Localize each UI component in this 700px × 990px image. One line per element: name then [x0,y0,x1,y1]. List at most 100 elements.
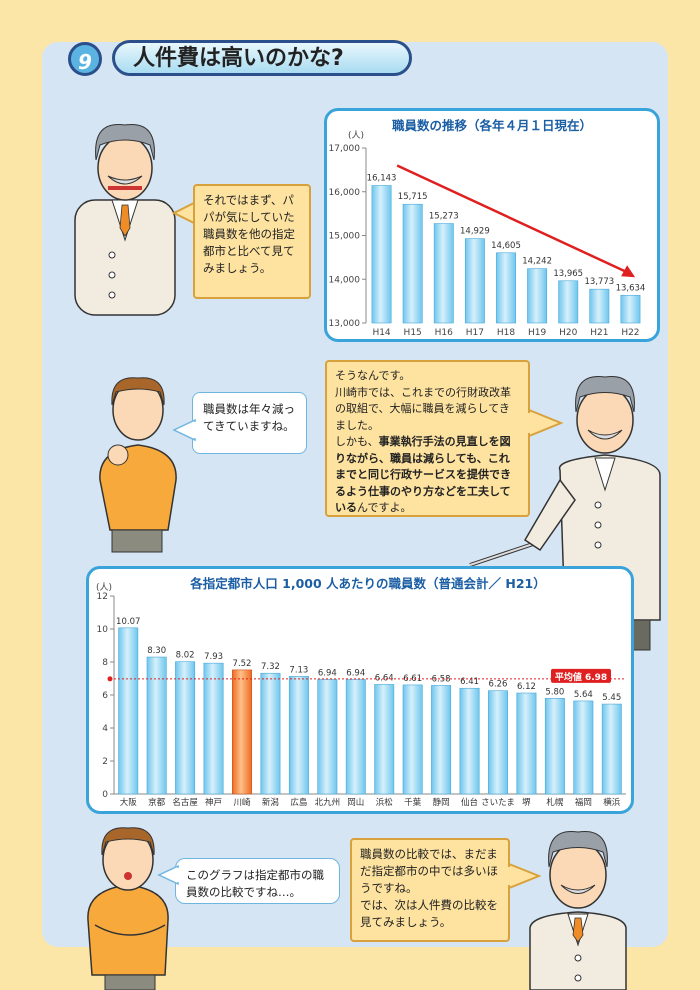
data-label: 8.30 [147,646,166,656]
x-tick-label: H17 [466,328,484,338]
bar [402,684,423,795]
x-tick-label: 千葉 [404,797,422,808]
dad-illustration-3 [529,830,627,990]
data-label: 6.58 [432,674,451,684]
x-tick-label: H19 [528,328,546,338]
boy-illustration-2 [87,827,169,990]
bar [601,703,622,795]
average-label: 平均値 6.98 [555,671,607,683]
x-tick-label: H18 [497,328,515,338]
x-tick-label: 大阪 [120,797,138,808]
x-tick-label: 川崎 [233,797,251,808]
data-label: 7.13 [289,665,308,675]
y-tick-label: 8 [102,658,108,668]
bubble-tail-boy1 [172,418,196,442]
data-label: 14,242 [522,257,552,267]
x-tick-label: H16 [435,328,453,338]
data-label: 5.64 [574,690,593,700]
data-label: 15,715 [398,192,428,202]
section-number-badge: 9 [68,42,102,76]
data-label: 6.61 [403,674,422,684]
data-label: 6.12 [517,682,536,692]
bubble-tail-dad3 [507,862,541,890]
bar [527,268,548,324]
bar [589,288,610,324]
speech-bubble-dad-2: そうなんです。 川崎市では、これまでの行財政改革の取組で、大幅に職員を減らしてき… [325,360,530,517]
y-tick-label: 12 [97,592,108,602]
x-tick-label: 広島 [290,797,308,808]
data-label: 13,634 [616,283,646,293]
bar [203,662,224,795]
speech-bubble-dad-3: 職員数の比較では、まだまだ指定都市の中では多いほうですね。 では、次は人件費の比… [350,838,510,942]
average-badge [551,668,611,683]
x-tick-label: H14 [372,328,390,338]
bar [260,672,281,795]
speech-bubble-boy-2: このグラフは指定都市の職員数の比較ですね…。 [175,858,340,904]
data-label: 5.45 [602,693,621,703]
data-label: 8.02 [176,651,195,661]
x-tick-label: 札幌 [546,797,564,808]
data-label: 6.26 [489,680,508,690]
x-tick-label: H20 [559,328,577,338]
data-label: 7.32 [261,662,280,672]
x-tick-label: H15 [404,328,422,338]
trend-arrow [396,164,628,274]
average-marker [107,676,113,682]
bar [371,185,392,324]
page-title: 人件費は高いのかな? [112,40,412,76]
y-tick-label: 14,000 [329,275,361,285]
dad2-text-bold: 事業執行手法の見直しを図りながら、職員は減らしても、これまでと同じ行政サービスを… [335,435,511,514]
bar [620,294,641,324]
bar [516,692,537,795]
chart-staff-per-1000: 各指定都市人口 1,000 人あたりの職員数（普通会計／ H21） (人) 0 2 4 6… [96,576,626,808]
data-label: 13,965 [553,269,583,279]
dad2-text-pre: そうなんです。 川崎市では、これまでの行財政改革の取組で、大幅に職員を減らしてき… [335,369,511,448]
bar [573,700,594,795]
x-tick-label: 名古屋 [172,797,198,808]
x-tick-label: 福岡 [575,797,592,808]
data-label: 13,773 [584,277,614,287]
y-tick-label: 13,000 [329,319,361,329]
bar [146,656,167,795]
dad2-text-post: んですよ。 [357,501,412,514]
speech-bubble-dad-1: それではまず、パパが気にしていた職員数を他の指定都市と比べて見てみましょう。 [193,184,311,299]
x-tick-label: 静岡 [433,797,450,808]
x-tick-label: 横浜 [603,797,621,808]
bubble-tail-boy2 [157,864,179,886]
x-tick-label: 岡山 [347,797,364,808]
y-tick-label: 0 [102,790,108,800]
x-tick-label: H22 [621,328,639,338]
chart-title: 各指定都市人口 1,000 人あたりの職員数（普通会計／ H21） [189,576,545,591]
x-tick-label: 北九州 [315,798,341,808]
data-label: 6.64 [375,673,394,683]
speech-bubble-boy-1: 職員数は年々減ってきていますね。 [192,392,307,454]
bar [288,676,309,795]
y-tick-label: 15,000 [329,232,361,242]
data-label: 14,929 [460,227,490,237]
bar [544,698,565,795]
y-tick-label: 2 [102,757,108,767]
x-tick-label: 浜松 [376,797,394,808]
bar [433,223,454,324]
bar [496,252,516,324]
data-label: 7.93 [204,652,223,662]
x-tick-label: 京都 [148,797,166,808]
data-label: 6.94 [346,668,365,678]
x-tick-label: 仙台 [461,797,478,808]
data-label: 5.80 [545,687,564,697]
chart-staff-trend: 職員数の推移（各年４月１日現在） (人) 13,000 14,000 15,000 16,… [329,118,646,338]
bar [374,684,395,795]
bar [118,627,139,795]
bar [459,687,480,795]
data-label: 7.52 [233,659,252,669]
y-tick-label: 17,000 [329,144,361,154]
data-label: 10.07 [116,617,140,627]
trend-arrow-head [621,265,636,278]
x-tick-label: H21 [590,328,608,338]
chart-title: 職員数の推移（各年４月１日現在） [392,118,592,133]
x-tick-label: 新潟 [262,797,280,808]
boy-illustration-1 [99,377,177,553]
dad-illustration-1 [74,123,176,316]
data-label: 6.94 [318,668,337,678]
